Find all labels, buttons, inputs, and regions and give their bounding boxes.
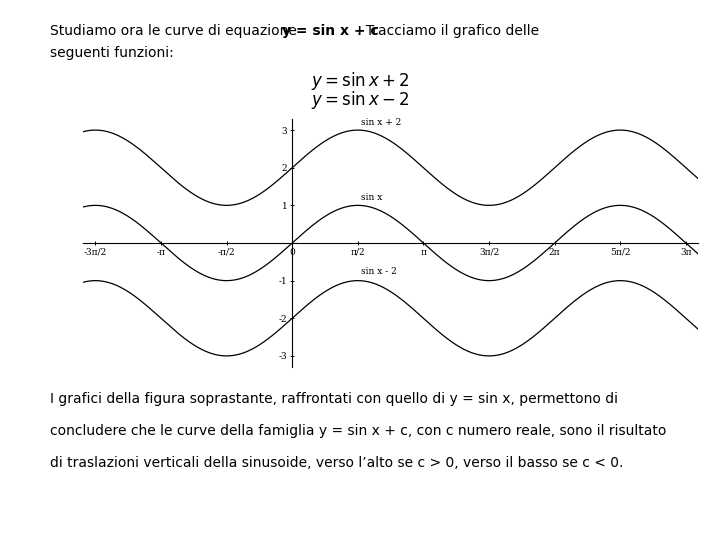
Text: di traslazioni verticali della sinusoide, verso l’alto se c > 0, verso il basso : di traslazioni verticali della sinusoide…	[50, 456, 624, 470]
Text: y = sin x + c: y = sin x + c	[282, 24, 379, 38]
Text: concludere che le curve della famiglia y = sin x + c, con c numero reale, sono i: concludere che le curve della famiglia y…	[50, 424, 667, 438]
Text: $y = \sin x + 2$: $y = \sin x + 2$	[311, 70, 409, 92]
Text: I grafici della figura soprastante, raffrontati con quello di y = sin x, permett: I grafici della figura soprastante, raff…	[50, 392, 618, 406]
Text: sin x - 2: sin x - 2	[361, 267, 397, 276]
Text: $y = \sin x - 2$: $y = \sin x - 2$	[311, 89, 409, 111]
Text: . Tracciamo il grafico delle: . Tracciamo il grafico delle	[357, 24, 539, 38]
Text: Studiamo ora le curve di equazione: Studiamo ora le curve di equazione	[50, 24, 302, 38]
Text: sin x + 2: sin x + 2	[361, 118, 401, 127]
Text: sin x: sin x	[361, 193, 382, 202]
Text: seguenti funzioni:: seguenti funzioni:	[50, 46, 174, 60]
